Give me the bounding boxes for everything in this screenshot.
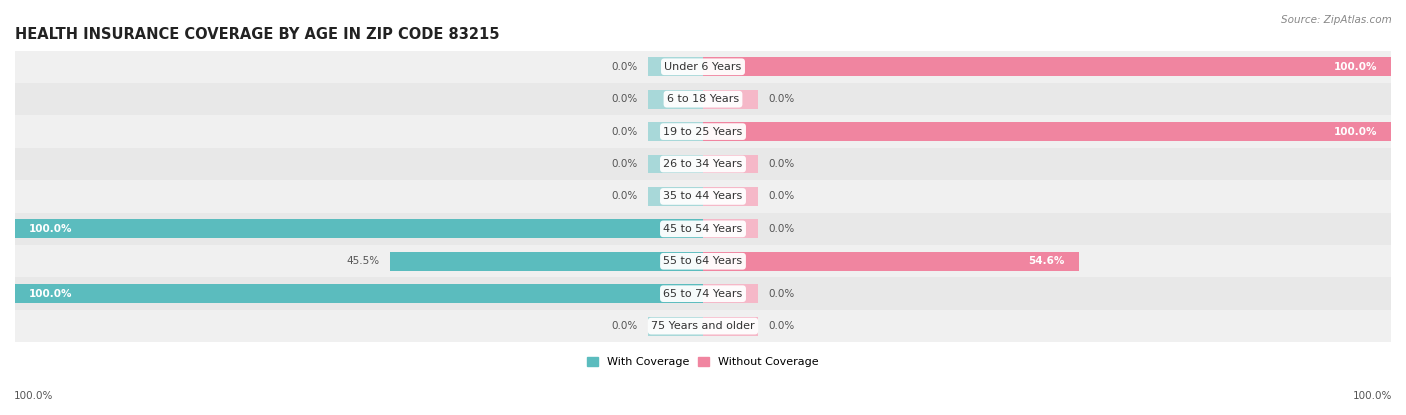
Text: HEALTH INSURANCE COVERAGE BY AGE IN ZIP CODE 83215: HEALTH INSURANCE COVERAGE BY AGE IN ZIP … — [15, 27, 499, 42]
Bar — [703, 220, 758, 238]
Text: 0.0%: 0.0% — [612, 62, 638, 72]
Bar — [15, 83, 1391, 115]
Text: 100.0%: 100.0% — [14, 391, 53, 401]
Bar — [648, 317, 703, 335]
Bar — [703, 284, 758, 303]
Bar — [15, 212, 1391, 245]
Bar — [15, 148, 1391, 180]
Text: 0.0%: 0.0% — [768, 159, 794, 169]
Bar — [703, 252, 1078, 271]
Text: 0.0%: 0.0% — [768, 191, 794, 201]
Bar — [648, 57, 703, 76]
Text: 35 to 44 Years: 35 to 44 Years — [664, 191, 742, 201]
Bar — [648, 187, 703, 206]
Text: 65 to 74 Years: 65 to 74 Years — [664, 289, 742, 299]
Bar — [703, 317, 758, 335]
Bar — [15, 115, 1391, 148]
Bar — [703, 187, 758, 206]
Text: 0.0%: 0.0% — [768, 224, 794, 234]
Text: 26 to 34 Years: 26 to 34 Years — [664, 159, 742, 169]
Text: 100.0%: 100.0% — [28, 224, 72, 234]
Bar — [648, 90, 703, 109]
Bar — [15, 284, 703, 303]
Bar — [15, 310, 1391, 342]
Bar — [648, 122, 703, 141]
Text: 0.0%: 0.0% — [612, 127, 638, 137]
Text: 45 to 54 Years: 45 to 54 Years — [664, 224, 742, 234]
Bar — [703, 90, 758, 109]
Text: 0.0%: 0.0% — [768, 289, 794, 299]
Text: Under 6 Years: Under 6 Years — [665, 62, 741, 72]
Text: 0.0%: 0.0% — [612, 159, 638, 169]
Bar — [703, 155, 758, 173]
Text: 0.0%: 0.0% — [612, 94, 638, 104]
Bar — [389, 252, 703, 271]
Text: 75 Years and older: 75 Years and older — [651, 321, 755, 331]
Bar — [703, 57, 1391, 76]
Text: Source: ZipAtlas.com: Source: ZipAtlas.com — [1281, 15, 1392, 24]
Text: 0.0%: 0.0% — [612, 321, 638, 331]
Bar — [15, 180, 1391, 212]
Text: 100.0%: 100.0% — [1334, 62, 1378, 72]
Text: 100.0%: 100.0% — [28, 289, 72, 299]
Text: 100.0%: 100.0% — [1353, 391, 1392, 401]
Text: 54.6%: 54.6% — [1029, 256, 1064, 266]
Bar — [703, 122, 1391, 141]
Text: 0.0%: 0.0% — [768, 94, 794, 104]
Bar — [15, 220, 703, 238]
Bar — [15, 245, 1391, 278]
Text: 100.0%: 100.0% — [1334, 127, 1378, 137]
Text: 0.0%: 0.0% — [768, 321, 794, 331]
Bar — [15, 51, 1391, 83]
Bar — [648, 155, 703, 173]
Text: 55 to 64 Years: 55 to 64 Years — [664, 256, 742, 266]
Text: 45.5%: 45.5% — [346, 256, 380, 266]
Bar — [15, 278, 1391, 310]
Text: 0.0%: 0.0% — [612, 191, 638, 201]
Text: 19 to 25 Years: 19 to 25 Years — [664, 127, 742, 137]
Legend: With Coverage, Without Coverage: With Coverage, Without Coverage — [582, 352, 824, 372]
Text: 6 to 18 Years: 6 to 18 Years — [666, 94, 740, 104]
